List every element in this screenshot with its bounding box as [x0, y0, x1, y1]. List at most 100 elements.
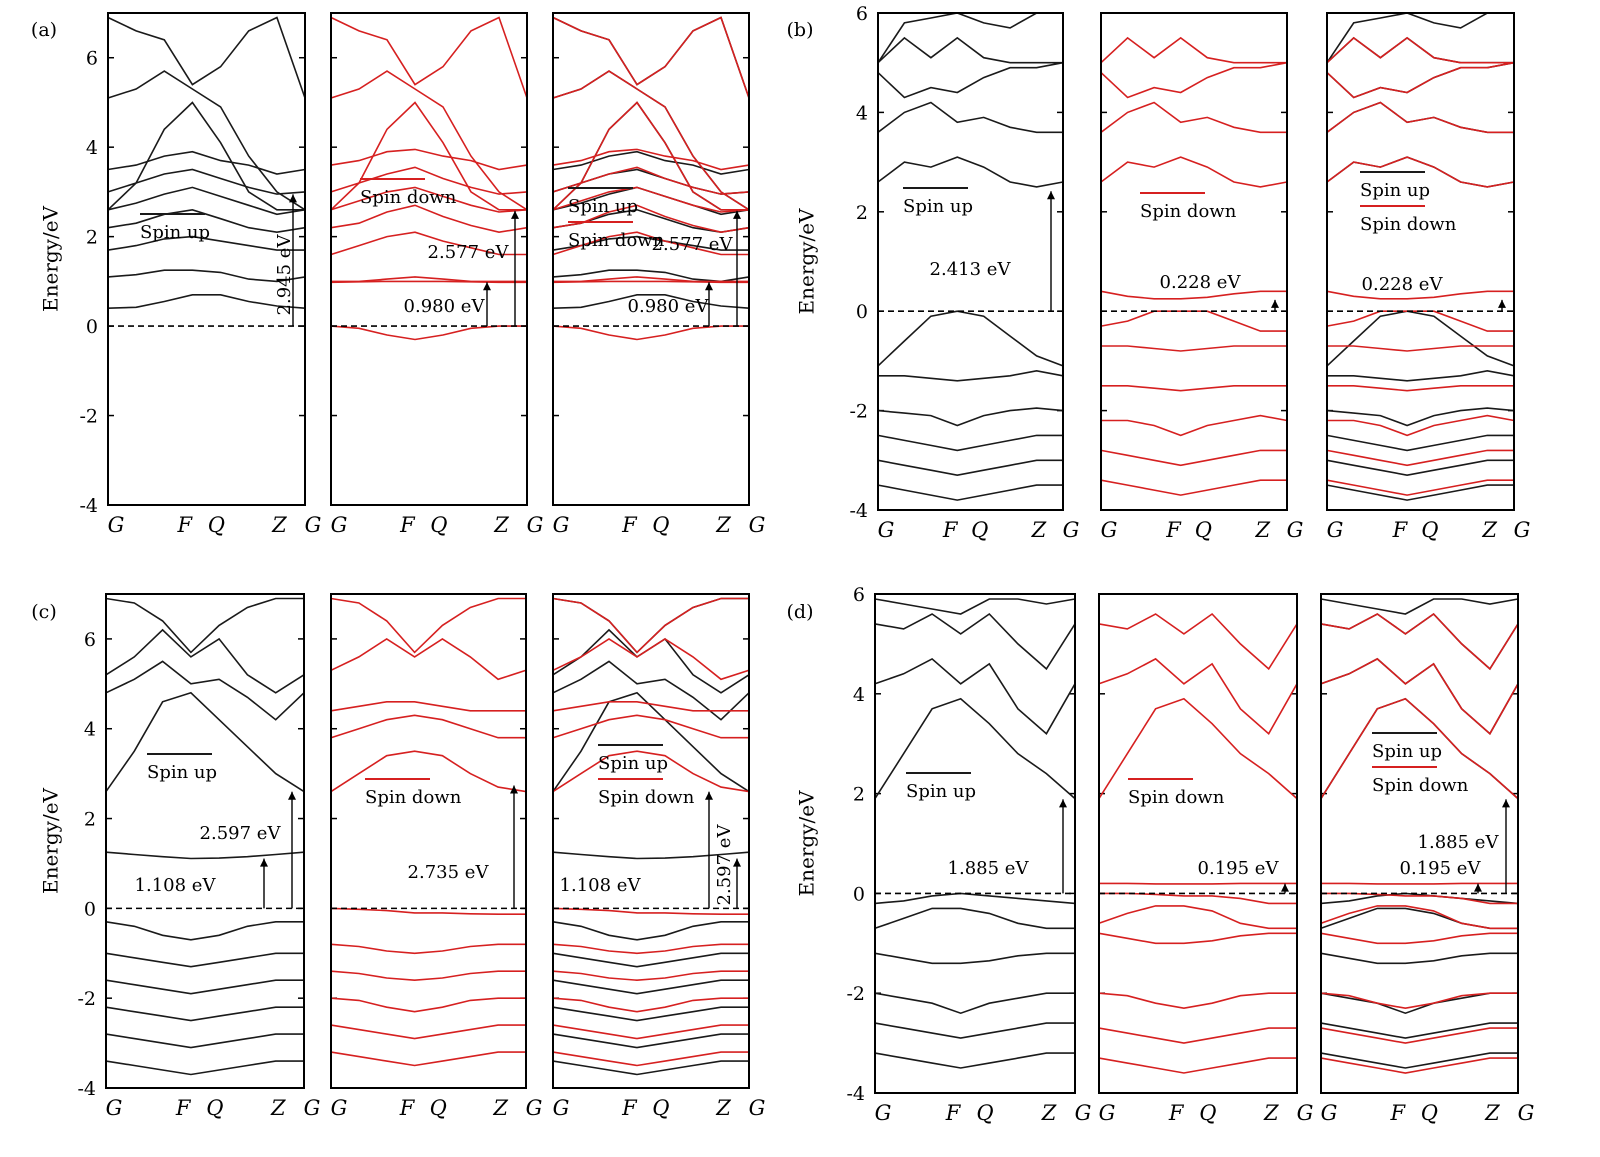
band-line	[552, 997, 749, 1013]
legend-label: Spin up	[903, 196, 973, 217]
gap-arrow-head	[288, 791, 296, 800]
band-line	[874, 598, 1076, 615]
k-point-label: Z	[270, 1096, 286, 1120]
band-line	[1099, 882, 1297, 885]
band-line	[1098, 905, 1297, 930]
legend-label: Spin up	[1360, 180, 1430, 201]
band-line	[1100, 101, 1287, 134]
band-line	[552, 943, 749, 955]
k-point-label: G	[304, 1096, 321, 1120]
y-tick-label: 6	[856, 3, 868, 25]
band-line	[1326, 12, 1514, 64]
legend-label: Spin down	[598, 787, 695, 808]
legend-label: Spin up	[906, 781, 976, 802]
band-line	[1327, 414, 1515, 437]
band-line	[1100, 449, 1287, 467]
y-tick-label: 0	[856, 301, 868, 323]
y-tick-label: -4	[79, 495, 98, 517]
gap-annotation: 1.885 eV	[948, 858, 1030, 879]
k-point-label: G	[749, 1096, 766, 1120]
k-point-label: Z	[493, 513, 509, 537]
k-point-label: F	[621, 1096, 638, 1120]
k-point-label: Q	[652, 1096, 669, 1120]
y-tick-label: 2	[86, 227, 98, 249]
y-tick-label: 2	[84, 809, 96, 831]
band-line	[330, 166, 528, 195]
band-line	[552, 166, 750, 195]
band-line	[1327, 384, 1514, 392]
band-line	[1098, 1057, 1297, 1074]
gap-arrow-head	[733, 210, 741, 219]
k-point-label: Q	[652, 513, 669, 537]
band-line	[1327, 345, 1514, 352]
plot-frame	[330, 12, 528, 506]
gap-annotation: 2.735 eV	[408, 862, 490, 883]
k-point-label: G	[331, 1096, 348, 1120]
gap-annotation: 1.885 eV	[1418, 832, 1500, 853]
panel-tag: (d)	[787, 601, 814, 623]
band-line	[552, 1060, 749, 1076]
gap-annotation: 0.980 eV	[628, 296, 710, 317]
band-line	[1320, 657, 1519, 735]
legend-label: Spin down	[1140, 201, 1237, 222]
gap-arrow-head	[1498, 299, 1506, 308]
band-line	[553, 276, 749, 283]
band-line	[330, 186, 528, 213]
band-line	[874, 992, 1075, 1015]
gap-arrow-head	[1047, 191, 1055, 200]
band-line	[107, 70, 306, 211]
band-line	[1100, 479, 1287, 496]
k-point-label: F	[399, 1096, 416, 1120]
band-line	[552, 1024, 749, 1040]
band-line	[1320, 932, 1518, 945]
gap-arrow-head	[1271, 299, 1279, 308]
k-point-label: Q	[430, 1096, 447, 1120]
band-line	[877, 101, 1063, 134]
gap-arrow-head	[1474, 883, 1482, 892]
k-point-label: Z	[1255, 518, 1271, 542]
band-line	[330, 148, 528, 171]
band-line	[1320, 1027, 1518, 1044]
band-line	[552, 637, 750, 681]
gap-annotation: 2.597 eV	[200, 823, 282, 844]
y-tick-label: 4	[84, 719, 96, 741]
band-line	[552, 16, 750, 99]
k-point-label: Z	[1263, 1101, 1279, 1125]
plot-frame	[874, 593, 1076, 1094]
plot-frame	[105, 593, 305, 1089]
k-point-label: F	[175, 1096, 192, 1120]
y-tick-label: 4	[853, 684, 865, 706]
band-line	[330, 325, 527, 341]
k-point-label: G	[305, 513, 322, 537]
k-point-label: G	[1518, 1101, 1535, 1125]
k-point-label: Q	[206, 1096, 223, 1120]
band-line	[1098, 932, 1297, 945]
gap-annotation: 0.228 eV	[1160, 272, 1242, 293]
band-line	[877, 310, 1064, 367]
band-line	[1100, 310, 1287, 332]
band-line	[105, 628, 305, 694]
band-line	[1326, 101, 1514, 134]
band-line	[1326, 101, 1514, 134]
band-line	[330, 750, 527, 793]
band-line	[552, 1033, 749, 1049]
gap-annotation: 2.597 eV	[714, 824, 735, 906]
band-line	[330, 16, 528, 99]
band-line	[330, 943, 526, 955]
y-tick-label: -2	[849, 401, 868, 423]
band-line	[330, 231, 527, 256]
k-point-label: Z	[492, 1096, 508, 1120]
gap-annotation: 0.228 eV	[1362, 274, 1444, 295]
k-point-label: F	[399, 513, 416, 537]
k-point-label: G	[553, 513, 570, 537]
band-line	[1327, 369, 1515, 382]
band-line	[105, 851, 305, 860]
band-line	[1326, 434, 1514, 452]
k-point-label: G	[749, 513, 766, 537]
band-line	[552, 970, 749, 982]
